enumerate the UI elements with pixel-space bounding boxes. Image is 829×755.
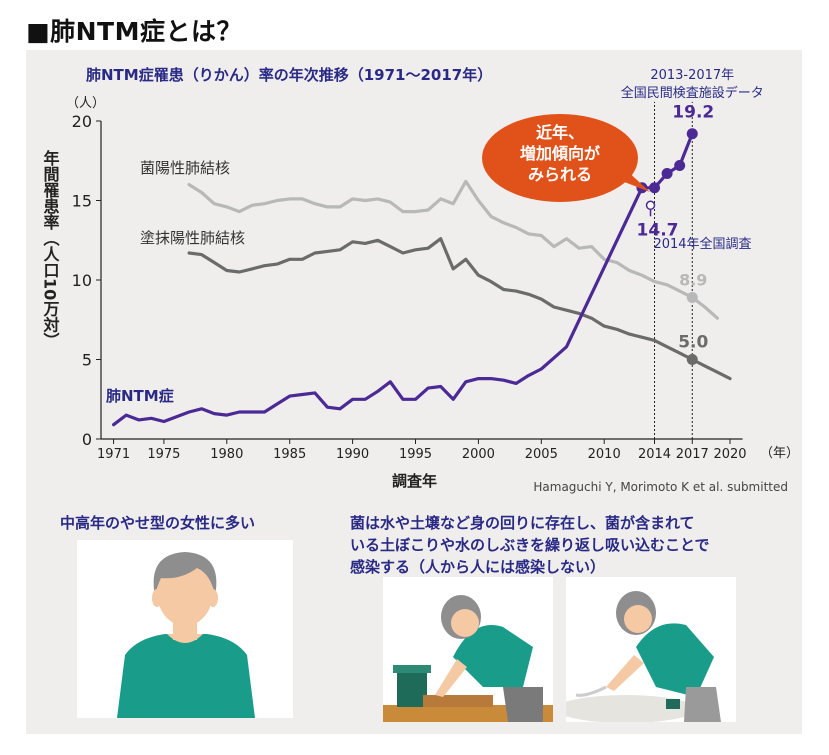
callout-text: 近年、 [536,123,584,142]
chart-title: 肺NTM症罹患（りかん）率の年次推移（1971〜2017年） [86,66,492,84]
y-axis-label: 年間罹患率（人口10万対） [41,149,61,348]
series-line [112,132,694,427]
gardening-soil-illustration [383,577,553,722]
x-tick-label: 2005 [525,447,558,462]
callout-text: 増加傾向が [520,144,600,163]
callout-bubble-tail [614,168,650,192]
right-caption-line: いる土ぼこりや水のしぶきを繰り返し吸い込むことで [350,536,710,554]
right-caption: 菌は水や土壌など身の回りに存在し、菌が含まれて いる土ぼこりや水のしぶきを繰り返… [350,512,710,578]
y-tick-label: 0 [82,430,92,449]
data-label: 19.2 [672,103,714,123]
x-tick-label: 2010 [588,447,621,462]
x-tick-label: 2014 [638,447,671,462]
left-caption: 中高年のやせ型の女性に多い [60,514,256,532]
page-heading: ■肺NTM症とは？ [26,17,242,46]
woman-portrait-illustration [77,540,293,718]
data-point [661,167,673,179]
x-tick-label: 1985 [273,447,306,462]
y-tick-label: 20 [72,112,92,131]
x-tick-label: 1975 [147,447,180,462]
data-point [686,354,698,365]
x-tick-label: 1980 [210,447,243,462]
data-point [645,200,656,211]
data-label: 5.0 [678,333,708,353]
watering-spray-illustration [566,577,736,722]
axes: 0 5 10 15 20 1971 1975 1980 1985 1990 1995 2000 2005… [72,101,747,462]
series-name-label: 塗抹陽性肺結核 [140,229,245,247]
data-point [674,160,686,172]
source-credit: Hamaguchi Y, Morimoto K et al. submitted [533,480,788,494]
series-layer [112,128,732,427]
y-tick-label: 15 [72,192,92,211]
x-tick-label: 1995 [399,447,432,462]
x-unit-label: （年） [760,446,799,461]
x-axis-label: 調査年 [392,472,437,490]
data-point [686,128,698,140]
data-point [649,182,661,194]
x-tick-label: 1971 [97,447,130,462]
callout-bubble-shape [482,114,638,202]
right-caption-line: 菌は水や土壌など身の回りに存在し、菌が含まれて [350,514,695,532]
series-line [187,179,719,320]
series-name-label: 肺NTM症 [106,387,174,405]
survey-annotation: 2013-2017年 [650,68,734,83]
data-label: 14.7 [637,220,679,240]
x-tick-label: 2020 [713,447,746,462]
y-tick-label: 5 [82,351,92,370]
x-tick-label: 2017 [676,447,709,462]
y-unit-label: （人） [66,96,105,111]
survey-annotation: 全国民間検査施設データ [621,85,764,101]
chart: 肺NTM症罹患（りかん）率の年次推移（1971〜2017年） （人） 年間罹患率… [41,66,800,494]
data-label: 8.9 [679,270,707,289]
x-tick-label: 2000 [462,447,495,462]
x-tick-label: 1990 [336,447,369,462]
callout-text: みられる [528,165,592,184]
right-caption-line: 感染する（人から人には感染しない） [350,558,606,576]
series-name-label: 菌陽性肺結核 [140,159,230,177]
series-line [187,237,732,381]
survey-annotation: 2014年全国調査 [653,236,751,252]
y-tick-label: 10 [72,271,92,290]
data-point [686,291,698,303]
